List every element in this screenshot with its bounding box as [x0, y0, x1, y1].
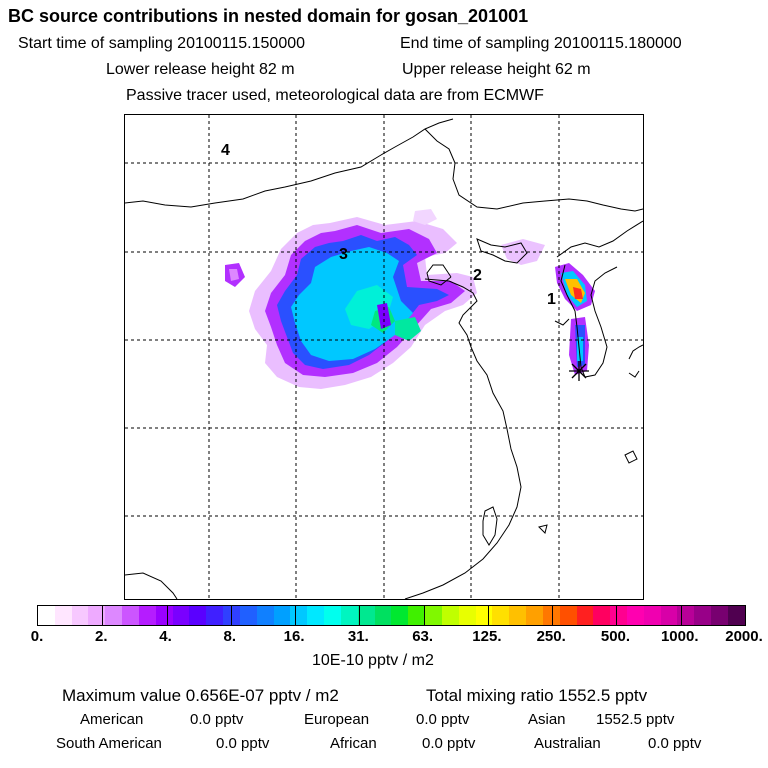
color-scale-bar	[37, 605, 746, 626]
colorbar-segment	[727, 606, 745, 625]
colorbar-segment	[273, 606, 291, 625]
source-contribution-map: 1 2 3 4	[124, 114, 644, 600]
colorbar-segment	[391, 606, 409, 625]
australian-value: 0.0 pptv	[648, 735, 702, 752]
colorbar-segment	[643, 606, 661, 625]
coastlines	[125, 118, 643, 599]
colorbar-tick-mark	[487, 606, 489, 625]
colorbar-segment	[71, 606, 89, 625]
map-grid	[125, 115, 643, 599]
region-label-2: 2	[473, 267, 482, 284]
colorbar-segment	[626, 606, 644, 625]
colorbar-tick-label: 16.	[283, 628, 305, 645]
colorbar-tick-label: 0.	[30, 628, 44, 645]
colorbar-tick-label: 125.	[472, 628, 502, 645]
colorbar-tick-label: 8.	[223, 628, 237, 645]
african-label: African	[330, 735, 377, 752]
colorbar-tick-mark	[552, 606, 554, 625]
colorbar-segment	[105, 606, 123, 625]
colorbar-segment	[88, 606, 106, 625]
page-title: BC source contributions in nested domain…	[8, 6, 529, 26]
colorbar-segment	[408, 606, 426, 625]
colorbar-units: 10E-10 pptv / m2	[312, 652, 434, 669]
colorbar-segment	[38, 606, 55, 625]
plume-field	[225, 209, 595, 389]
colorbar-tick-mark	[102, 606, 104, 625]
south-american-value: 0.0 pptv	[216, 735, 270, 752]
south-american-label: South American	[56, 735, 162, 752]
colorbar-segment	[374, 606, 392, 625]
region-label-1: 1	[547, 291, 556, 308]
region-label-4: 4	[221, 142, 230, 159]
colorbar-tick-mark	[680, 606, 682, 625]
european-label: European	[304, 711, 370, 728]
colorbar-tick-label: 2000.	[725, 628, 763, 645]
colorbar-segment	[711, 606, 728, 625]
colorbar-tick-mark	[295, 606, 297, 625]
colorbar-tick-label: 2.	[95, 628, 108, 645]
colorbar-tick-mark	[166, 606, 168, 625]
colorbar-segment	[172, 606, 190, 625]
max-value-text: Maximum value 0.656E-07 pptv / m2	[62, 686, 339, 705]
colorbar-segment	[307, 606, 325, 625]
colorbar-segment	[138, 606, 156, 625]
sampling-start-text: Start time of sampling 20100115.150000	[18, 35, 306, 52]
colorbar-segment	[694, 606, 712, 625]
colorbar-segment	[290, 606, 308, 625]
sampling-end-text: End time of sampling 20100115.180000	[400, 35, 682, 52]
colorbar-segment	[576, 606, 594, 625]
european-value: 0.0 pptv	[416, 711, 470, 728]
tracer-note-text: Passive tracer used, meteorological data…	[126, 87, 544, 104]
colorbar-segment	[54, 606, 72, 625]
colorbar-segment	[122, 606, 139, 625]
colorbar-segment	[526, 606, 543, 625]
colorbar-segment	[559, 606, 577, 625]
colorbar-tick-label: 1000.	[660, 628, 699, 645]
colorbar-segment	[610, 606, 627, 625]
star-icon	[569, 361, 589, 381]
lower-release-height-text: Lower release height 82 m	[106, 61, 295, 78]
total-mixing-ratio-text: Total mixing ratio 1552.5 pptv	[426, 686, 648, 705]
colorbar-segment	[542, 606, 560, 625]
colorbar-segment	[239, 606, 257, 625]
colorbar-segment	[458, 606, 476, 625]
asian-label: Asian	[528, 711, 566, 728]
colorbar-segment	[425, 606, 442, 625]
australian-label: Australian	[534, 735, 601, 752]
upper-release-height-text: Upper release height 62 m	[402, 61, 591, 78]
colorbar-tick-mark	[230, 606, 232, 625]
colorbar-tick-mark	[423, 606, 425, 625]
colorbar-segment	[206, 606, 224, 625]
colorbar-segment	[189, 606, 207, 625]
asian-value: 1552.5 pptv	[596, 711, 675, 728]
colorbar-tick-label: 500.	[600, 628, 631, 645]
colorbar-tick-label: 31.	[347, 628, 369, 645]
colorbar-tick-label: 63.	[412, 628, 434, 645]
colorbar-segment	[492, 606, 510, 625]
colorbar-segment	[509, 606, 527, 625]
colorbar-segment	[357, 606, 375, 625]
colorbar-segment	[256, 606, 274, 625]
colorbar-tick-label: 250.	[536, 628, 566, 645]
colorbar-segment	[475, 606, 493, 625]
colorbar-tick-label: 4.	[159, 628, 172, 645]
colorbar-segment	[441, 606, 459, 625]
african-value: 0.0 pptv	[422, 735, 476, 752]
region-label-3: 3	[339, 246, 348, 263]
colorbar-tick-mark	[359, 606, 361, 625]
colorbar-tick-mark	[616, 606, 618, 625]
colorbar-segment	[593, 606, 611, 625]
colorbar-segment	[660, 606, 678, 625]
colorbar-segment	[340, 606, 358, 625]
colorbar-segment	[155, 606, 173, 625]
american-value: 0.0 pptv	[190, 711, 244, 728]
colorbar-segment	[324, 606, 341, 625]
american-label: American	[80, 711, 144, 728]
